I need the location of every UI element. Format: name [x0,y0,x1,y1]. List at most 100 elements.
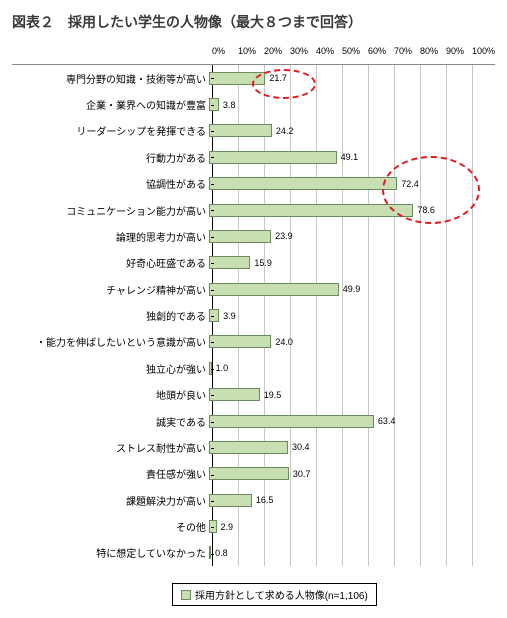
row-label: 責任感が強い [12,466,209,481]
bar [209,415,374,428]
row-label: コミュニケーション能力が高い [12,203,209,218]
bar-value: 78.6 [417,205,435,215]
row-label: 独創的である [12,308,209,323]
bar-cell: 3.8 [209,91,469,117]
bar-value: 3.9 [223,311,236,321]
y-tick [211,422,214,423]
row-label: 誠実である [12,414,209,429]
table-row: ・能力を伸ばしたいという意識が高い 24.0 [12,329,495,355]
bar-cell: 15.9 [209,250,469,276]
row-label: ストレス耐性が高い [12,440,209,455]
legend-label: 採用方針として求める人物像(n=1,106) [195,587,368,602]
bar-value: 15.9 [254,258,272,268]
bar-cell: 1.0 [209,355,469,381]
table-row: 地頭が良い 19.5 [12,382,495,408]
bar-value: 30.4 [292,442,310,452]
table-row: 責任感が強い 30.7 [12,461,495,487]
bar [209,151,337,164]
row-label: 好奇心旺盛である [12,255,209,270]
y-tick [211,527,214,528]
x-axis-labels: 0%10%20%30%40%50%60%70%80%90%100% [212,46,472,60]
row-label: 行動力がある [12,150,209,165]
bar-value: 30.7 [293,469,311,479]
bar-value: 24.0 [275,337,293,347]
bar [209,388,260,401]
bar [209,72,265,85]
row-label: 論理的思考力が高い [12,229,209,244]
bar-cell: 49.1 [209,144,469,170]
row-label: 地頭が良い [12,387,209,402]
bar [209,283,339,296]
y-tick [211,131,214,132]
plot-region: 専門分野の知識・技術等が高い 21.7 企業・業界への知識が豊富 3.8 リーダーシップ… [12,64,495,566]
bar-value: 21.7 [269,73,287,83]
table-row: コミュニケーション能力が高い 78.6 [12,197,495,223]
row-label: リーダーシップを発揮できる [12,123,209,138]
legend-swatch [181,590,191,600]
bar-value: 49.1 [341,152,359,162]
table-row: リーダーシップを発揮できる 24.2 [12,118,495,144]
y-tick [211,78,214,79]
table-row: 誠実である 63.4 [12,408,495,434]
row-label: 課題解決力が高い [12,493,209,508]
bar-cell: 30.7 [209,461,469,487]
chart-title: 図表２ 採用したい学生の人物像（最大８つまで回答） [12,12,495,32]
bar-value: 19.5 [264,390,282,400]
bar-value: 1.0 [216,363,229,373]
bar-value: 23.9 [275,231,293,241]
bar [209,335,271,348]
y-tick [211,105,214,106]
bar-value: 2.9 [221,522,234,532]
table-row: 企業・業界への知識が豊富 3.8 [12,91,495,117]
y-tick [211,157,214,158]
row-label: 特に想定していなかった [12,545,209,560]
row-label: 専門分野の知識・技術等が高い [12,71,209,86]
y-tick [211,448,214,449]
table-row: その他2.9 [12,513,495,539]
chart-area: 0%10%20%30%40%50%60%70%80%90%100% 専門分野の知… [12,46,495,606]
y-tick [211,184,214,185]
bar-value: 72.4 [401,179,419,189]
y-tick [211,210,214,211]
bar-cell: 49.9 [209,276,469,302]
bar-cell: 2.9 [209,513,469,539]
bar-cell: 78.6 [209,197,469,223]
bar-value: 49.9 [343,284,361,294]
bar-cell: 21.7 [209,65,469,91]
bar [209,441,288,454]
y-tick [211,475,214,476]
row-label: チャレンジ精神が高い [12,282,209,297]
table-row: 独立心が強い1.0 [12,355,495,381]
bar-cell: 24.0 [209,329,469,355]
bar-value: 63.4 [378,416,396,426]
y-tick [211,263,214,264]
bar-cell: 23.9 [209,223,469,249]
bar [209,467,289,480]
bar-cell: 16.5 [209,487,469,513]
bar-cell: 0.8 [209,540,469,566]
table-row: 好奇心旺盛である 15.9 [12,250,495,276]
bar [209,124,272,137]
bar-value: 3.8 [223,100,236,110]
y-tick [211,554,214,555]
row-label: 企業・業界への知識が豊富 [12,97,209,112]
bar [209,177,397,190]
bar-value: 0.8 [215,548,228,558]
y-tick [211,290,214,291]
y-tick [211,501,214,502]
table-row: 特に想定していなかった 0.8 [12,540,495,566]
row-label: ・能力を伸ばしたいという意識が高い [12,334,209,349]
bar [209,204,413,217]
bar [209,256,250,269]
table-row: 課題解決力が高い 16.5 [12,487,495,513]
bar-value: 16.5 [256,495,274,505]
table-row: 専門分野の知識・技術等が高い 21.7 [12,65,495,91]
bar-cell: 72.4 [209,171,469,197]
bar-cell: 24.2 [209,118,469,144]
table-row: チャレンジ精神が高い 49.9 [12,276,495,302]
bar-value: 24.2 [276,126,294,136]
bar-cell: 19.5 [209,382,469,408]
bar [209,230,271,243]
bar-cell: 30.4 [209,434,469,460]
table-row: 独創的である 3.9 [12,302,495,328]
